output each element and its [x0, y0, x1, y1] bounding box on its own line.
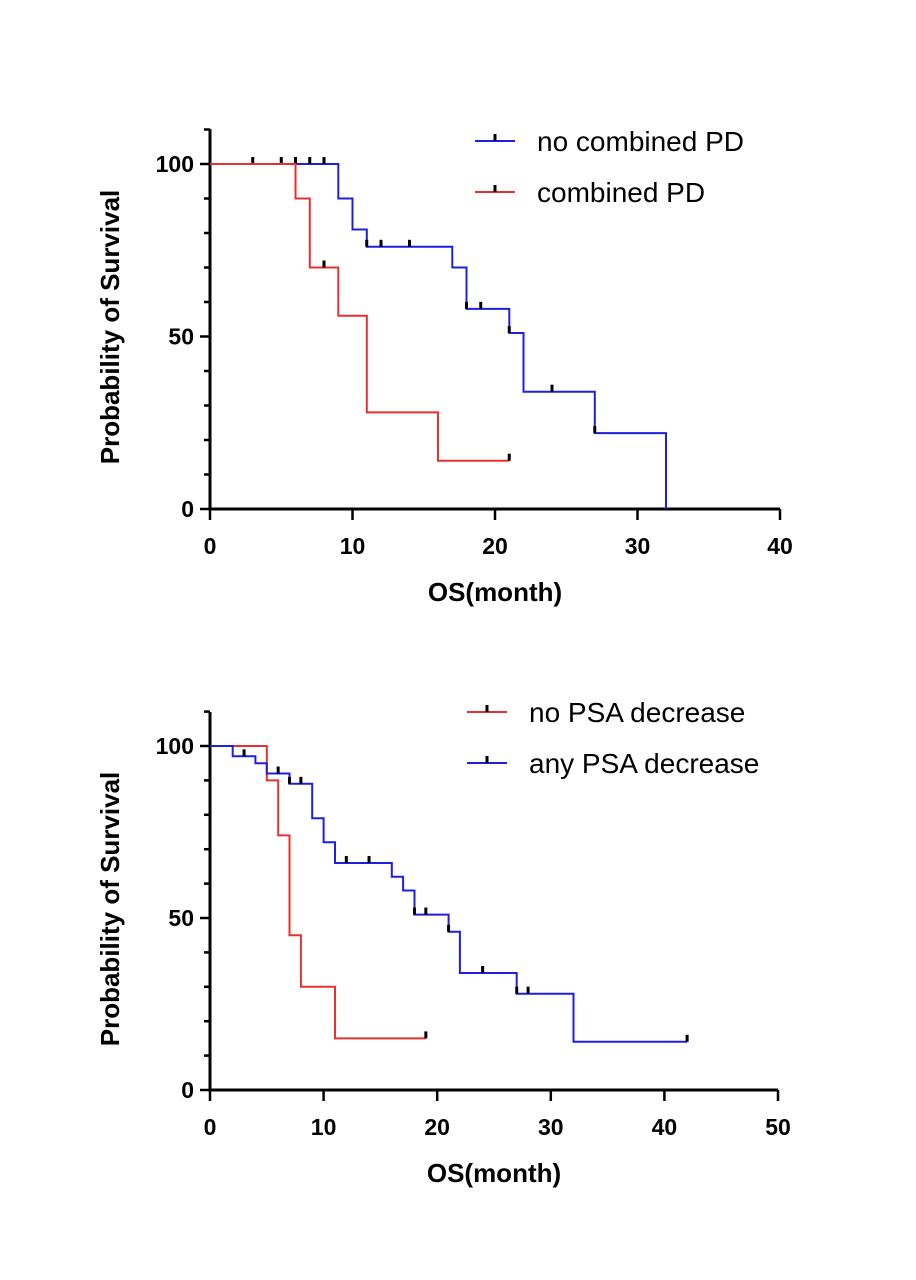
- series-line-0: [210, 163, 667, 509]
- x-tick-label: 40: [652, 1114, 678, 1140]
- x-tick-label: 40: [767, 533, 793, 559]
- legend-label: no PSA decrease: [529, 697, 745, 728]
- y-tick-label: 100: [156, 151, 194, 177]
- x-tick-label: 0: [204, 1114, 217, 1140]
- y-axis-title: Probability of Survival: [95, 190, 125, 465]
- x-tick-label: 50: [765, 1114, 791, 1140]
- y-tick-label: 50: [168, 324, 194, 350]
- x-tick-label: 30: [538, 1114, 564, 1140]
- legend-label: no combined PD: [537, 126, 744, 157]
- x-tick-label: 20: [424, 1114, 450, 1140]
- x-tick-label: 10: [311, 1114, 337, 1140]
- x-tick-label: 0: [204, 533, 217, 559]
- chart-combined-pd: 0 50 100 0 10 20 30 40 OS(month) Probability of S…: [95, 126, 793, 607]
- x-tick-label: 10: [340, 533, 366, 559]
- y-tick-label: 100: [156, 733, 194, 759]
- y-tick-label: 0: [181, 496, 194, 522]
- y-tick-label: 50: [168, 905, 194, 931]
- y-tick-label: 0: [181, 1077, 194, 1103]
- y-axis-title: Probability of Survival: [95, 772, 125, 1047]
- series-line-0: [210, 745, 426, 1040]
- series-line-1: [210, 163, 510, 462]
- x-tick-label: 30: [625, 533, 651, 559]
- chart-psa-decrease: 0 50 100 0 10 20 30 40 50 OS(month) Probability of…: [95, 697, 791, 1188]
- series-line-1: [210, 745, 688, 1043]
- legend-label: combined PD: [537, 177, 705, 208]
- x-axis-title: OS(month): [427, 1158, 561, 1188]
- legend-label: any PSA decrease: [529, 748, 759, 779]
- x-tick-label: 20: [482, 533, 508, 559]
- x-axis-title: OS(month): [428, 577, 562, 607]
